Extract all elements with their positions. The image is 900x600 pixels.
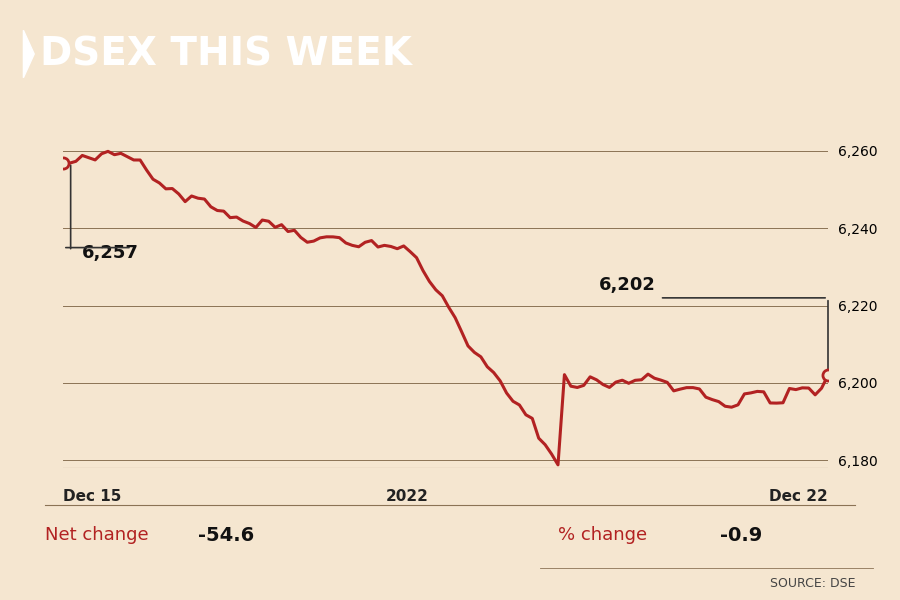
Polygon shape — [23, 30, 34, 78]
Text: SOURCE: DSE: SOURCE: DSE — [770, 577, 855, 590]
Text: -0.9: -0.9 — [720, 526, 762, 545]
Text: % change: % change — [558, 526, 652, 544]
Text: -54.6: -54.6 — [198, 526, 254, 545]
Text: 6,257: 6,257 — [82, 244, 139, 262]
Text: DSEX THIS WEEK: DSEX THIS WEEK — [40, 35, 412, 73]
Text: 6,202: 6,202 — [599, 276, 656, 294]
Text: Dec 22: Dec 22 — [770, 489, 828, 504]
Text: Net change: Net change — [45, 526, 155, 544]
Text: Dec 15: Dec 15 — [63, 489, 122, 504]
Text: 2022: 2022 — [386, 489, 428, 504]
